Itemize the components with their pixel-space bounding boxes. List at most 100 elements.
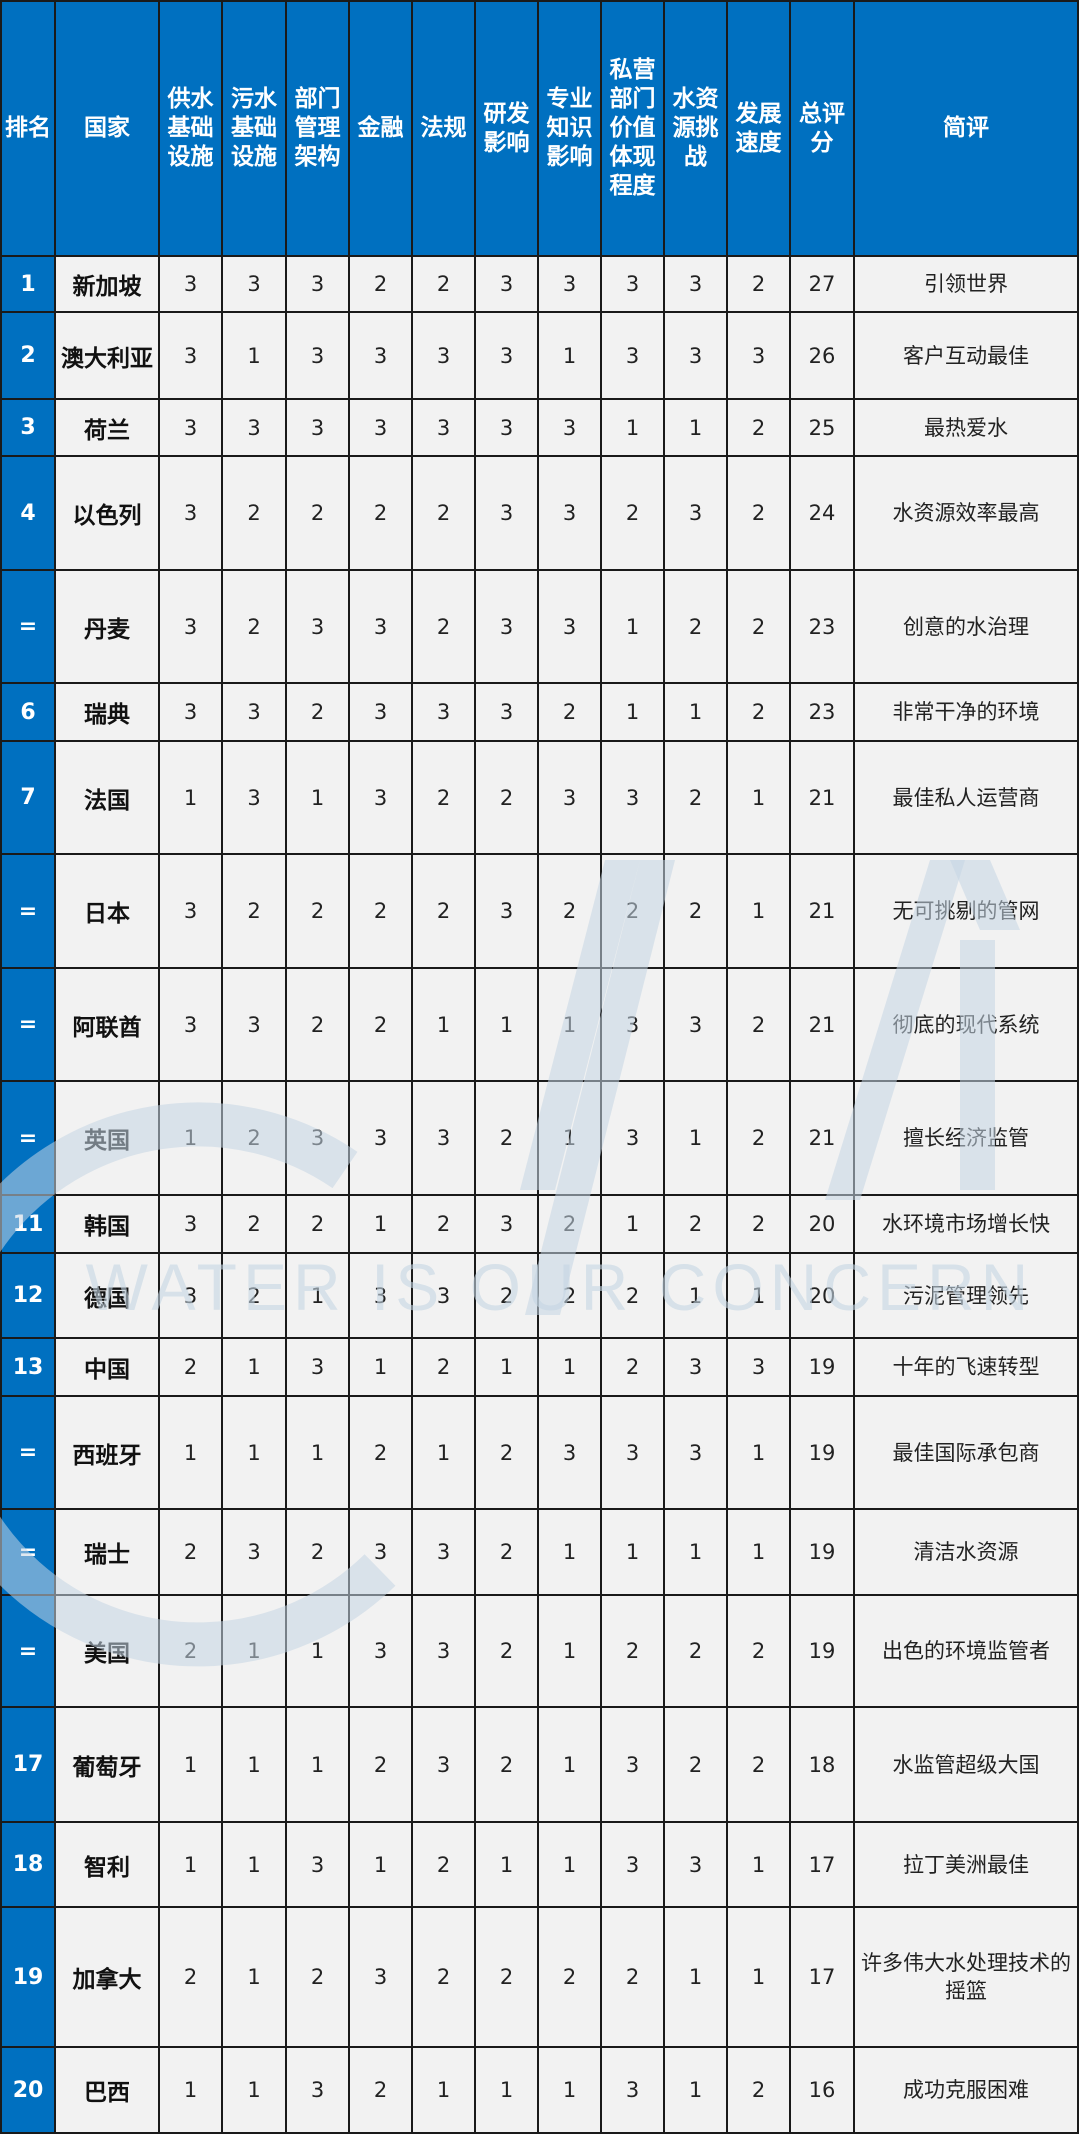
score-cell-wastewater-infrastructure: 3 bbox=[221, 255, 287, 313]
score-cell-water-supply-infrastructure: 3 bbox=[158, 967, 223, 1082]
score-cell-water-resource-challenge: 2 bbox=[663, 1194, 728, 1254]
score-cell-private-sector-value: 2 bbox=[600, 1594, 665, 1708]
score-cell-wastewater-infrastructure: 2 bbox=[221, 1252, 287, 1339]
score-cell-private-sector-value: 3 bbox=[600, 255, 665, 313]
comment-cell: 许多伟大水处理技术的摇篮 bbox=[853, 1906, 1079, 2048]
country-cell: 中国 bbox=[54, 1337, 160, 1397]
score-cell-finance: 2 bbox=[348, 967, 413, 1082]
rank-cell: 12 bbox=[0, 1252, 56, 1339]
score-cell-water-supply-infrastructure: 2 bbox=[158, 1508, 223, 1596]
header-row: 排名 国家 供水 基础 设施 污水 基础 设施 部门 管理 架构 金融 法规 研发 影响 专业 知识 影响 私营 部门… bbox=[0, 0, 1079, 257]
score-cell-water-supply-infrastructure: 3 bbox=[158, 1194, 223, 1254]
score-cell-expertise-impact: 3 bbox=[537, 740, 602, 855]
score-cell-private-sector-value: 2 bbox=[600, 1337, 665, 1397]
country-cell: 英国 bbox=[54, 1080, 160, 1196]
header-total-score: 总评分 bbox=[789, 0, 855, 257]
total-score-cell: 23 bbox=[789, 682, 855, 742]
total-score-cell: 19 bbox=[789, 1594, 855, 1708]
header-label-line: 影响 bbox=[483, 129, 530, 156]
score-cell-wastewater-infrastructure: 1 bbox=[221, 1706, 287, 1823]
score-cell-water-supply-infrastructure: 1 bbox=[158, 1706, 223, 1823]
score-cell-rd-impact: 2 bbox=[474, 1395, 539, 1510]
score-cell-water-resource-challenge: 1 bbox=[663, 1508, 728, 1596]
score-cell-development-speed: 2 bbox=[726, 967, 791, 1082]
header-private-sector-value: 私营 部门 价值 体现 程度 bbox=[600, 0, 665, 257]
header-label-line: 研发 bbox=[483, 100, 530, 127]
score-cell-regulation: 1 bbox=[411, 2046, 476, 2134]
country-cell: 德国 bbox=[54, 1252, 160, 1339]
header-country: 国家 bbox=[54, 0, 160, 257]
score-cell-development-speed: 2 bbox=[726, 2046, 791, 2134]
score-cell-water-resource-challenge: 3 bbox=[663, 1337, 728, 1397]
header-expertise-impact: 专业 知识 影响 bbox=[537, 0, 602, 257]
table-row: 11 韩国 3 2 2 1 2 3 2 1 2 2 20 水环境市场增长快 bbox=[0, 1194, 1079, 1254]
country-cell: 荷兰 bbox=[54, 398, 160, 457]
score-cell-sector-governance: 2 bbox=[285, 1194, 350, 1254]
header-label-line: 源挑 bbox=[672, 115, 719, 141]
table-row: 18 智利 1 1 3 1 2 1 1 3 3 1 17 拉丁美洲最佳 bbox=[0, 1821, 1079, 1908]
score-cell-expertise-impact: 2 bbox=[537, 1252, 602, 1339]
header-label-line: 体现 bbox=[609, 144, 656, 170]
score-cell-development-speed: 2 bbox=[726, 398, 791, 457]
total-score-cell: 19 bbox=[789, 1395, 855, 1510]
score-cell-water-resource-challenge: 1 bbox=[663, 398, 728, 457]
header-label-line: 基础 bbox=[231, 115, 277, 141]
score-cell-wastewater-infrastructure: 1 bbox=[221, 1906, 287, 2048]
score-cell-expertise-impact: 3 bbox=[537, 569, 602, 684]
score-cell-finance: 3 bbox=[348, 311, 413, 400]
rank-cell: = bbox=[0, 967, 56, 1082]
header-label-line: 供水 bbox=[167, 86, 214, 112]
score-cell-rd-impact: 3 bbox=[474, 682, 539, 742]
header-label-line: 金融 bbox=[357, 115, 404, 141]
table-row: 17 葡萄牙 1 1 1 2 3 2 1 3 2 2 18 水监管超级大国 bbox=[0, 1706, 1079, 1823]
header-regulation: 法规 bbox=[411, 0, 476, 257]
score-cell-regulation: 3 bbox=[411, 1594, 476, 1708]
header-label-line: 基础 bbox=[167, 115, 214, 141]
header-rd-impact: 研发 影响 bbox=[474, 0, 539, 257]
score-cell-water-resource-challenge: 2 bbox=[663, 1594, 728, 1708]
header-finance: 金融 bbox=[348, 0, 413, 257]
comment-cell: 彻底的现代系统 bbox=[853, 967, 1079, 1082]
score-cell-finance: 3 bbox=[348, 1594, 413, 1708]
score-cell-water-resource-challenge: 3 bbox=[663, 1395, 728, 1510]
rank-cell: = bbox=[0, 1080, 56, 1196]
country-cell: 法国 bbox=[54, 740, 160, 855]
score-cell-water-supply-infrastructure: 2 bbox=[158, 1337, 223, 1397]
score-cell-finance: 3 bbox=[348, 740, 413, 855]
country-cell: 日本 bbox=[54, 853, 160, 969]
rank-cell: 4 bbox=[0, 455, 56, 571]
header-label-line: 发展 bbox=[735, 100, 782, 127]
score-cell-rd-impact: 1 bbox=[474, 967, 539, 1082]
header-label-line: 速度 bbox=[735, 129, 782, 156]
header-label-line: 国家 bbox=[84, 115, 130, 141]
score-cell-finance: 3 bbox=[348, 1252, 413, 1339]
comment-cell: 出色的环境监管者 bbox=[853, 1594, 1079, 1708]
table-row: 7 法国 1 3 1 3 2 2 3 3 2 1 21 最佳私人运营商 bbox=[0, 740, 1079, 855]
score-cell-finance: 1 bbox=[348, 1337, 413, 1397]
total-score-cell: 23 bbox=[789, 569, 855, 684]
score-cell-regulation: 2 bbox=[411, 1821, 476, 1908]
score-cell-private-sector-value: 2 bbox=[600, 1906, 665, 2048]
header-label-line: 专业 bbox=[546, 86, 593, 112]
score-cell-water-resource-challenge: 3 bbox=[663, 255, 728, 313]
country-cell: 韩国 bbox=[54, 1194, 160, 1254]
table-row: = 瑞士 2 3 2 3 3 2 1 1 1 1 19 清洁水资源 bbox=[0, 1508, 1079, 1596]
score-cell-rd-impact: 2 bbox=[474, 1080, 539, 1196]
score-cell-expertise-impact: 3 bbox=[537, 398, 602, 457]
score-cell-sector-governance: 1 bbox=[285, 1395, 350, 1510]
score-cell-water-resource-challenge: 1 bbox=[663, 1906, 728, 2048]
score-cell-water-supply-infrastructure: 3 bbox=[158, 398, 223, 457]
score-cell-water-supply-infrastructure: 3 bbox=[158, 1252, 223, 1339]
total-score-cell: 17 bbox=[789, 1821, 855, 1908]
score-cell-regulation: 3 bbox=[411, 1080, 476, 1196]
comment-cell: 污泥管理领先 bbox=[853, 1252, 1079, 1339]
score-cell-development-speed: 1 bbox=[726, 1395, 791, 1510]
score-cell-expertise-impact: 1 bbox=[537, 1337, 602, 1397]
header-water-supply-infrastructure: 供水 基础 设施 bbox=[158, 0, 223, 257]
score-cell-private-sector-value: 3 bbox=[600, 740, 665, 855]
score-cell-rd-impact: 2 bbox=[474, 740, 539, 855]
score-cell-expertise-impact: 1 bbox=[537, 1821, 602, 1908]
rank-cell: 19 bbox=[0, 1906, 56, 2048]
score-cell-expertise-impact: 1 bbox=[537, 967, 602, 1082]
total-score-cell: 17 bbox=[789, 1906, 855, 2048]
